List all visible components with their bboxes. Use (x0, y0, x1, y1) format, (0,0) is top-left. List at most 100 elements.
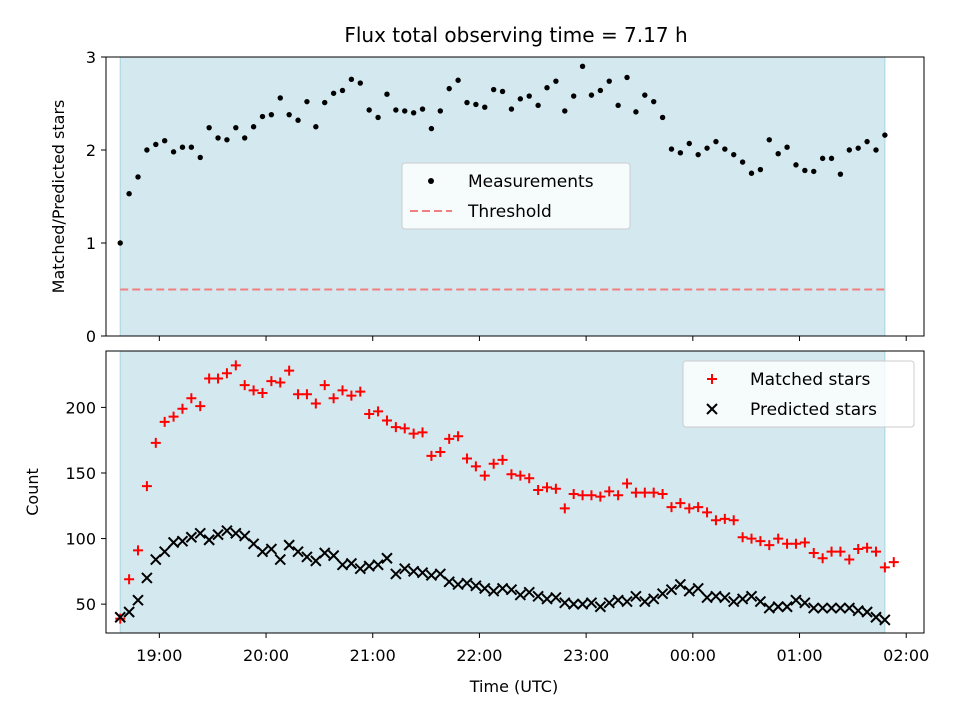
measurement-point (179, 144, 186, 150)
predicted-star-point (132, 594, 144, 606)
matched-star-point (675, 498, 686, 509)
matched-star-point (213, 373, 224, 384)
predicted-star-point (754, 595, 767, 608)
measurement-point (357, 80, 363, 86)
measurement-point (624, 74, 630, 81)
matched-star-point (141, 481, 152, 492)
matched-star-point (702, 507, 713, 518)
matched-star-point (257, 387, 268, 398)
matched-star-point (870, 546, 881, 557)
predicted-star-point (354, 563, 366, 575)
measurement-point (188, 144, 195, 150)
predicted-star-point (808, 602, 820, 614)
predicted-star-point (603, 597, 615, 609)
measurement-point (846, 147, 853, 153)
predicted-star-point (514, 589, 527, 601)
matched-star-point (862, 542, 873, 553)
predicted-star-point (443, 576, 455, 588)
matched-star-point (613, 490, 624, 501)
y-tick-label: 0 (86, 327, 96, 346)
predicted-star-point (594, 601, 607, 613)
matched-star-point (764, 540, 775, 551)
matched-star-point (595, 491, 606, 502)
legend-predicted-label: Predicted stars (750, 400, 877, 420)
measurement-point (695, 151, 701, 158)
predicted-star-point (372, 559, 384, 571)
matched-star-point (666, 502, 677, 513)
measurement-point (775, 151, 781, 157)
measurement-point (197, 154, 203, 161)
predicted-star-point (292, 545, 304, 558)
legend-box (682, 360, 915, 428)
measurement-point (339, 87, 346, 94)
x-tick-label: 01:00 (776, 646, 822, 665)
matched-star-point (799, 537, 810, 548)
predicted-star-point (630, 590, 642, 602)
measurement-point (731, 151, 737, 158)
matched-star-point (817, 553, 828, 564)
measurement-point (126, 191, 132, 197)
predicted-star-point (576, 598, 589, 610)
measurement-point (242, 135, 248, 141)
legend-box (401, 162, 631, 230)
predicted-star-point (158, 545, 171, 558)
measurement-point (606, 78, 612, 84)
predicted-star-point (701, 591, 713, 604)
measurement-point (437, 108, 444, 114)
legend: Measurements Threshold (401, 162, 631, 230)
predicted-star-point (141, 572, 153, 584)
predicted-star-point (665, 584, 678, 596)
series-measurements (117, 63, 888, 246)
predicted-star-point (728, 595, 740, 608)
predicted-star-point (283, 539, 295, 551)
y-tick-label: 50 (76, 595, 96, 614)
measurement-point (419, 106, 426, 112)
matched-star-point (826, 546, 837, 557)
measurement-point (588, 92, 595, 98)
matched-star-point (337, 385, 348, 396)
measurement-point (322, 99, 328, 106)
measurement-point (864, 138, 870, 145)
measurement-point (873, 147, 879, 153)
predicted-star-point (381, 552, 393, 564)
legend: Matched stars Predicted stars (682, 360, 915, 428)
matched-star-point (844, 554, 855, 565)
matched-star-point (648, 487, 659, 498)
y-tick-label: 1 (86, 234, 96, 253)
y-tick-label: 100 (65, 530, 96, 549)
predicted-star-point (790, 594, 802, 606)
matched-star-point (746, 533, 757, 544)
measurement-point (597, 87, 604, 94)
measurement-point (686, 140, 692, 147)
matched-star-point (221, 368, 232, 379)
predicted-star-point (310, 555, 322, 567)
matched-star-point (417, 427, 428, 438)
predicted-star-point (399, 563, 411, 575)
axes-frame (105, 56, 925, 337)
predicted-star-point (114, 611, 126, 623)
matched-star-point (444, 433, 455, 444)
measurement-point (704, 145, 710, 151)
predicted-star-point (247, 538, 260, 550)
predicted-star-point (363, 560, 375, 572)
predicted-star-point (194, 527, 206, 540)
x-tick-label: 20:00 (243, 646, 289, 665)
measurement-point (286, 111, 292, 118)
predicted-star-point (470, 580, 482, 592)
measurement-point (757, 166, 764, 173)
predicted-star-point (185, 531, 198, 543)
predicted-star-point (265, 543, 278, 555)
predicted-star-point (692, 582, 704, 595)
measurement-point (659, 114, 666, 121)
predicted-star-point (852, 604, 864, 617)
measurement-point (526, 93, 532, 99)
measurement-point (375, 114, 381, 121)
matched-star-point (390, 422, 401, 433)
measurement-point (313, 124, 319, 130)
matched-star-point (533, 485, 544, 496)
x-tick-label: 02:00 (883, 646, 929, 665)
matched-star-point (710, 515, 721, 526)
matched-star-point (488, 458, 499, 469)
measurement-point (828, 155, 835, 162)
